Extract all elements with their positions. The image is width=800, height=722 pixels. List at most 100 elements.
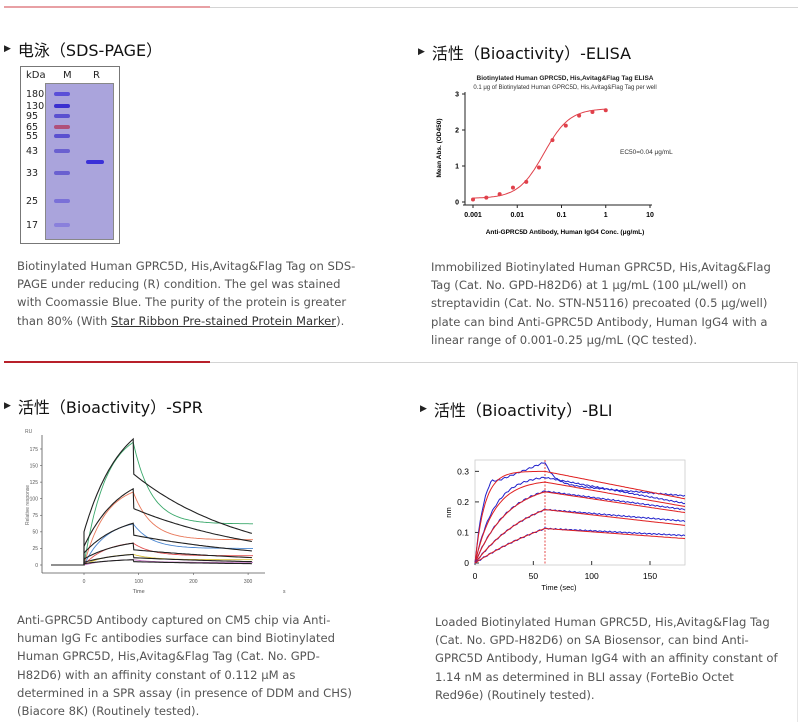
bli-heading-text: 活性（Bioactivity）-BLI xyxy=(433,401,613,420)
y-tick-label: 0 xyxy=(464,558,469,568)
marker-band xyxy=(54,199,70,203)
y-tick-label: 75 xyxy=(32,513,38,519)
x-tick-label: 150 xyxy=(643,571,657,581)
x-tick-label: 100 xyxy=(585,571,599,581)
x-tick-label: 300 xyxy=(244,579,253,585)
bli-data-curve xyxy=(474,476,686,563)
bli-fit-curve xyxy=(474,508,686,564)
marker-band xyxy=(54,125,70,129)
gel-body xyxy=(45,83,114,240)
marker-band xyxy=(54,92,70,96)
marker-band xyxy=(54,114,70,118)
x-tick-label: 200 xyxy=(189,579,198,585)
bli-fit-curve xyxy=(474,491,686,564)
y-tick-label: 0 xyxy=(455,200,459,207)
bullet-triangle-icon: ▶ xyxy=(4,401,11,411)
y-tick-label: 50 xyxy=(32,530,38,536)
x-axis-label: Time xyxy=(133,589,145,595)
sensorgram-curve xyxy=(51,491,253,566)
data-point xyxy=(563,123,568,128)
spr-heading: ▶ 活性（Bioactivity）-SPR xyxy=(4,394,203,418)
bullet-triangle-icon: ▶ xyxy=(420,404,427,414)
bli-description: Loaded Biotinylated Human GPRC5D, His,Av… xyxy=(435,615,778,702)
y-tick-label: 125 xyxy=(30,480,39,486)
y-unit-label: RU xyxy=(25,429,33,435)
spr-description: Anti-GPRC5D Antibody captured on CM5 chi… xyxy=(17,613,352,719)
data-point xyxy=(550,138,555,143)
gel-mw-label: 65 xyxy=(26,121,39,133)
ec50-annotation: EC50=0.04 μg/mL xyxy=(620,149,673,156)
marker-band xyxy=(54,134,70,138)
bullet-triangle-icon: ▶ xyxy=(4,44,11,54)
gel-unit-label: kDa xyxy=(26,70,46,81)
marker-band xyxy=(54,171,70,175)
bli-data-curve xyxy=(474,462,686,564)
y-axis-label: Mean Abs. (OD450) xyxy=(436,119,443,178)
fit-curve xyxy=(51,559,252,566)
y-tick-label: 0.3 xyxy=(457,466,469,476)
y-tick-label: 2 xyxy=(455,128,459,135)
x-axis-label: Time (sec) xyxy=(541,583,577,592)
fit-curve xyxy=(51,522,252,566)
elisa-description: Immobilized Biotinylated Human GPRC5D, H… xyxy=(431,260,771,347)
x-tick-label: 50 xyxy=(529,571,539,581)
right-border xyxy=(797,362,798,722)
data-point xyxy=(497,192,502,197)
data-point xyxy=(577,113,582,118)
gel-lane-sample-label: R xyxy=(93,70,100,81)
marker-band xyxy=(54,149,70,153)
sensorgram-curve xyxy=(51,441,253,566)
bullet-triangle-icon: ▶ xyxy=(418,47,425,57)
elisa-chart: Biotinylated Human GPRC5D, His,Avitag&Fl… xyxy=(436,75,673,236)
bli-fit-curve xyxy=(474,470,686,564)
sds-heading: ▶ 电泳（SDS-PAGE） xyxy=(4,37,162,61)
x-axis-label: Anti-GPRC5D Antibody, Human IgG4 Conc. (… xyxy=(486,229,645,236)
y-tick-label: 175 xyxy=(30,447,39,453)
y-tick-label: 100 xyxy=(30,497,39,503)
sds-page-gel-image: kDa M R 180 130 95 65 55 43 33 25 17 xyxy=(20,66,120,244)
gel-mw-label: 17 xyxy=(26,219,39,231)
y-tick-label: 3 xyxy=(455,92,459,99)
chart-title: Biotinylated Human GPRC5D, His,Avitag&Fl… xyxy=(477,75,654,82)
x-tick-label: 1 xyxy=(604,212,608,219)
y-tick-label: 1 xyxy=(455,164,459,171)
gel-mw-label: 130 xyxy=(26,100,45,112)
data-point xyxy=(536,165,541,170)
elisa-heading-text: 活性（Bioactivity）-ELISA xyxy=(431,44,632,63)
sds-description: Biotinylated Human GPRC5D, His,Avitag&Fl… xyxy=(17,257,362,330)
data-point xyxy=(590,110,595,114)
data-point xyxy=(484,195,489,200)
gel-mw-label: 55 xyxy=(26,130,39,142)
elisa-heading: ▶ 活性（Bioactivity）-ELISA xyxy=(418,40,631,64)
fit-curve xyxy=(51,437,253,566)
sds-desc-end: ). xyxy=(336,313,345,328)
gel-mw-label: 43 xyxy=(26,145,39,157)
marker-band xyxy=(54,104,70,108)
x-tick-label: 0.01 xyxy=(510,212,524,219)
data-point xyxy=(603,108,608,113)
bli-fit-curve xyxy=(474,527,686,564)
gel-mw-label: 95 xyxy=(26,110,39,122)
x-tick-label: 100 xyxy=(135,579,144,585)
fit-curve xyxy=(51,487,252,566)
data-point xyxy=(471,197,475,202)
y-tick-label: 0 xyxy=(35,563,38,569)
y-axis-label: nm xyxy=(444,507,453,517)
sds-heading-text: 电泳（SDS-PAGE） xyxy=(17,41,163,60)
marker-band xyxy=(54,223,70,227)
x-tick-label: 10 xyxy=(646,212,654,219)
data-point xyxy=(524,179,529,184)
gel-mw-label: 33 xyxy=(26,167,39,179)
data-point xyxy=(510,185,515,190)
y-tick-label: 25 xyxy=(32,546,38,552)
x-tick-label: 0 xyxy=(83,579,86,585)
sds-desc-text: Biotinylated Human GPRC5D, His,Avitag&Fl… xyxy=(17,259,356,328)
spr-heading-text: 活性（Bioactivity）-SPR xyxy=(17,398,203,417)
bli-heading: ▶ 活性（Bioactivity）-BLI xyxy=(420,397,613,421)
fit-curve xyxy=(51,542,252,566)
sample-band xyxy=(86,160,104,164)
marker-product-link[interactable]: Star Ribbon Pre-stained Protein Marker xyxy=(111,313,337,328)
spr-chart: RU 0 25 50 75 100 125 150 175 0 100 200 300 Time s Rela… xyxy=(25,429,286,595)
y-axis-label: Relative response xyxy=(25,485,31,525)
